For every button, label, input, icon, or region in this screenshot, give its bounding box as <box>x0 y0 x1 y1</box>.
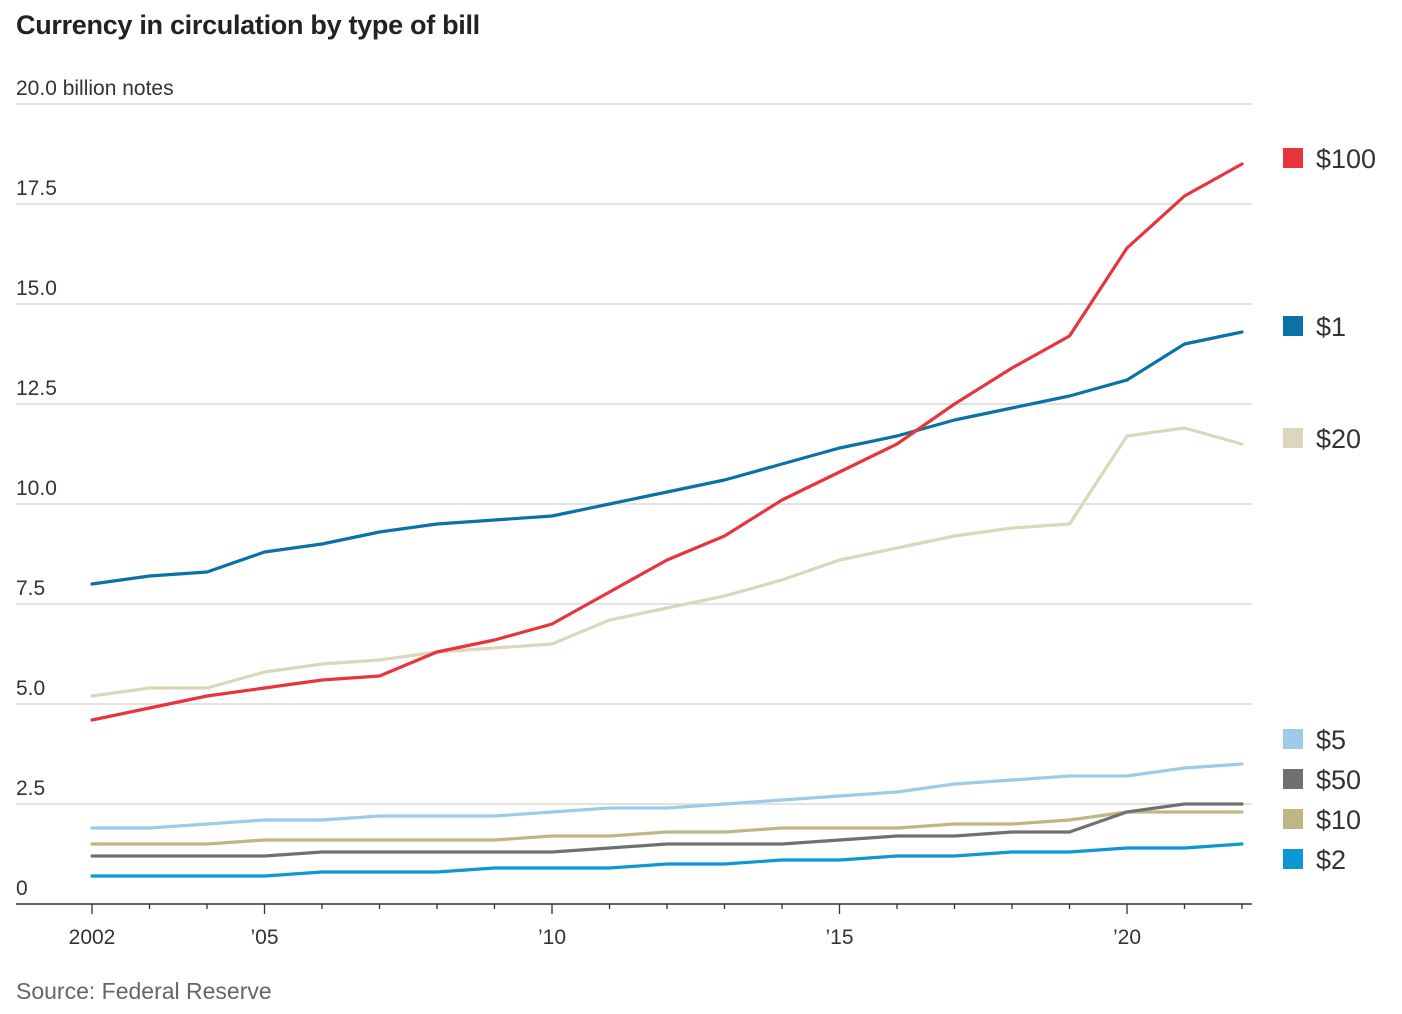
legend-label: $1 <box>1316 312 1346 342</box>
y-tick-label: 12.5 <box>16 377 57 400</box>
legend-item: $5 <box>1283 725 1346 755</box>
legend-item: $2 <box>1283 845 1346 875</box>
y-tick-label: 15.0 <box>16 277 57 300</box>
legend-label: $100 <box>1316 144 1376 174</box>
series-line-usd100 <box>90 162 1244 722</box>
legend-label: $20 <box>1316 424 1361 454</box>
y-tick-label: 10.0 <box>16 477 57 500</box>
y-tick-label: 17.5 <box>16 177 57 200</box>
chart-title: Currency in circulation by type of bill <box>16 10 480 40</box>
legend-swatch <box>1283 148 1303 168</box>
x-tick-label: ’10 <box>538 926 566 949</box>
x-tick-label: ’05 <box>250 926 278 949</box>
y-axis-ticks: 0 2.5 5.0 7.5 10.0 12.5 15.0 17.5 20.0 billion n… <box>16 77 174 900</box>
legend-swatch <box>1283 316 1303 336</box>
series-line-usd20 <box>90 426 1244 698</box>
legend-swatch <box>1283 428 1303 448</box>
x-axis: 2002 ’05 ’10 ’15 ’20 <box>16 903 1252 949</box>
x-tick-label: ’15 <box>825 926 853 949</box>
series-line-usd5 <box>90 762 1244 830</box>
legend-label: $5 <box>1316 725 1346 755</box>
legend-swatch <box>1283 729 1303 749</box>
y-tick-label: 7.5 <box>16 577 45 600</box>
legend-item: $100 <box>1283 144 1376 174</box>
legend-label: $10 <box>1316 805 1361 835</box>
legend-label: $50 <box>1316 765 1361 795</box>
series-line-usd50 <box>90 802 1244 858</box>
legend-item: $1 <box>1283 312 1346 342</box>
series-lines <box>90 162 1244 878</box>
legend-swatch <box>1283 809 1303 829</box>
legend-label: $2 <box>1316 845 1346 875</box>
legend-swatch <box>1283 769 1303 789</box>
series-line-usd1 <box>90 330 1244 586</box>
y-tick-label: 5.0 <box>16 677 45 700</box>
series-line-usd2 <box>90 842 1244 878</box>
legend-item: $50 <box>1283 765 1361 795</box>
legend-item: $20 <box>1283 424 1361 454</box>
legend: $100 $1 $20 $5 $50 $10 $2 <box>1283 144 1376 875</box>
x-tick-label: 2002 <box>69 926 116 949</box>
y-tick-label: 20.0 billion notes <box>16 77 174 100</box>
y-tick-label: 0 <box>16 877 28 900</box>
source-note: Source: Federal Reserve <box>16 978 272 1004</box>
legend-item: $10 <box>1283 805 1361 835</box>
y-tick-label: 2.5 <box>16 777 45 800</box>
x-tick-label: ’20 <box>1113 926 1141 949</box>
legend-swatch <box>1283 849 1303 869</box>
grid-lines <box>16 103 1252 805</box>
series-line-usd10 <box>90 810 1244 846</box>
